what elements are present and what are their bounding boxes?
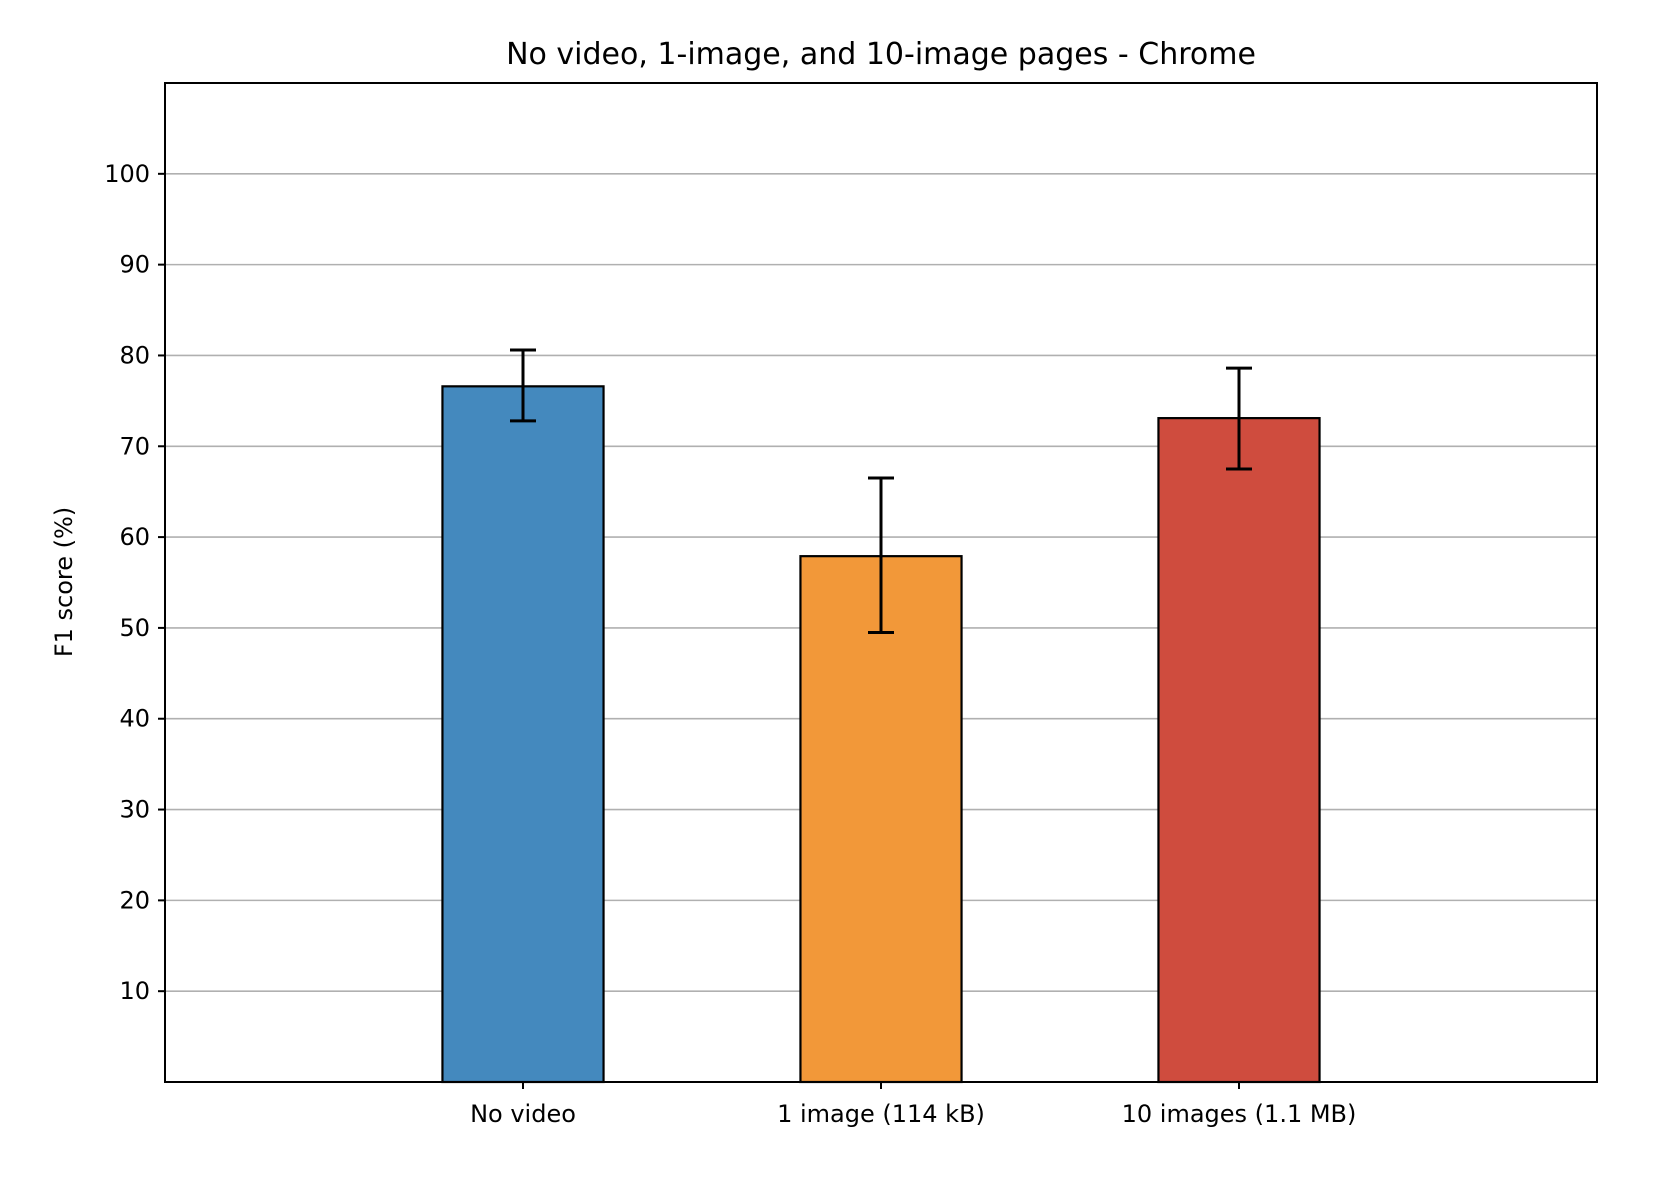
y-axis-ticks: 10 20 30 40 50 60 70 80 90 100 xyxy=(104,160,165,1005)
y-tick-label: 80 xyxy=(119,341,150,369)
y-tick-label: 20 xyxy=(119,886,150,914)
y-tick-label: 90 xyxy=(119,251,150,279)
y-tick-label: 50 xyxy=(119,614,150,642)
y-axis-label: F1 score (%) xyxy=(50,507,78,657)
bar xyxy=(799,555,963,1084)
y-tick-label: 60 xyxy=(119,523,150,551)
chart-title: No video, 1-image, and 10-image pages - … xyxy=(506,37,1256,72)
bar xyxy=(441,385,605,1084)
error-bars xyxy=(510,348,1252,634)
y-tick-label: 70 xyxy=(119,432,150,460)
y-tick-label: 100 xyxy=(104,160,150,188)
x-axis-ticks: No video 1 image (114 kB) 10 images (1.1 M… xyxy=(470,1082,1356,1128)
bar xyxy=(1157,417,1321,1084)
x-tick-label: 1 image (114 kB) xyxy=(777,1100,985,1128)
y-tick-label: 10 xyxy=(119,977,150,1005)
y-tick-label: 40 xyxy=(119,705,150,733)
y-tick-label: 30 xyxy=(119,796,150,824)
x-tick-label: 10 images (1.1 MB) xyxy=(1122,1100,1357,1128)
x-tick-label: No video xyxy=(470,1100,576,1128)
